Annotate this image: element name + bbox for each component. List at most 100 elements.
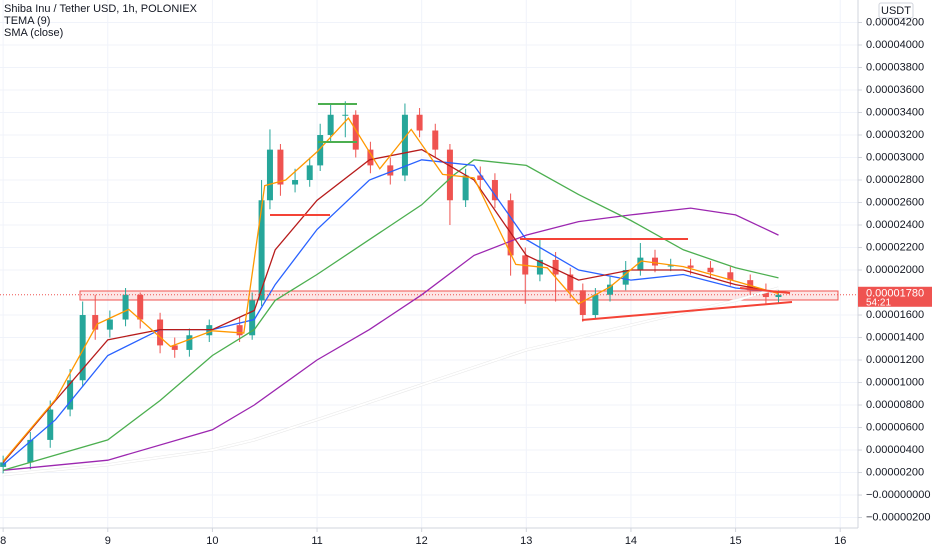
candle-body: [637, 257, 644, 271]
indicator-label: SMA (close): [4, 27, 63, 39]
candle-body: [157, 319, 164, 346]
candle-body: [607, 284, 614, 295]
candle-body: [137, 294, 144, 320]
x-tick-label: 13: [520, 535, 532, 547]
zone-box: [79, 290, 839, 301]
y-tick-label: 0.00001000: [866, 376, 924, 388]
y-tick-label: 0.00004200: [866, 16, 924, 28]
candles: [0, 101, 782, 474]
y-tick-label: −0.00000200: [866, 511, 931, 523]
indicator-line: [3, 287, 779, 476]
candle-body: [306, 165, 313, 181]
candle-body: [342, 114, 349, 116]
last-price-badge: [858, 286, 932, 307]
candle-body: [122, 294, 129, 320]
candle-body: [352, 114, 359, 150]
trend-line: [739, 287, 791, 294]
candle-body: [367, 149, 374, 166]
candle-body: [667, 265, 674, 267]
y-tick-label: 0.00003000: [866, 151, 924, 163]
candle-body: [236, 325, 243, 336]
y-tick-label: 0.00003800: [866, 61, 924, 73]
axes: 0.00004200 0.00004000 0.00003800 0.00003600…: [0, 16, 932, 547]
indicator-line: [2, 159, 779, 466]
y-tick-label: 0.00004000: [866, 39, 924, 51]
indicator-lines: [2, 117, 779, 477]
indicator-label: TEMA (9): [4, 15, 50, 27]
candle-body: [652, 257, 659, 266]
candle-body: [579, 290, 586, 316]
candle-body: [67, 380, 74, 410]
candle-body: [567, 274, 574, 291]
x-tick-label: 12: [416, 535, 428, 547]
candle-body: [79, 315, 86, 381]
indicator-line: [2, 117, 779, 462]
price-axis-bg: [858, 0, 932, 550]
y-tick-label: 0.00002800: [866, 174, 924, 186]
y-tick-label: 0.00001600: [866, 309, 924, 321]
candle-body: [775, 294, 782, 298]
indicator-line: [2, 159, 779, 471]
y-tick-label: 0.00003200: [866, 129, 924, 141]
candle-body: [317, 135, 324, 166]
candle-body: [477, 175, 484, 181]
y-tick-label: 0.00003600: [866, 84, 924, 96]
candle-body: [762, 290, 769, 298]
indicator-line: [3, 207, 779, 471]
countdown-label: 54:21: [866, 297, 891, 308]
indicator-line: [2, 148, 779, 463]
candle-body: [727, 272, 734, 281]
candle-body: [507, 200, 514, 256]
x-tick-label: 16: [834, 535, 846, 547]
y-tick-label: 0.00001200: [866, 354, 924, 366]
y-tick-label: −0.00000000: [866, 489, 931, 501]
currency-badge[interactable]: [878, 2, 914, 19]
x-tick-label: 8: [0, 535, 6, 547]
x-tick-label: 14: [625, 535, 637, 547]
candle-body: [258, 200, 265, 301]
y-tick-label: 0.00001400: [866, 331, 924, 343]
y-tick-label: 0.00002600: [866, 196, 924, 208]
candle-body: [249, 300, 256, 336]
last-price-label: 0.00001780: [866, 288, 924, 300]
y-tick-label: 0.00000200: [866, 466, 924, 478]
drawings: [270, 103, 793, 321]
candle-body: [266, 149, 273, 201]
y-tick-label: 0.00000600: [866, 421, 924, 433]
x-tick-label: 10: [206, 535, 218, 547]
candle-body: [432, 130, 439, 150]
x-tick-label: 15: [729, 535, 741, 547]
candle-body: [92, 315, 99, 330]
candle-body: [292, 180, 299, 185]
chart-title: Shiba Inu / Tether USD, 1h, POLONIEX: [4, 3, 198, 15]
candle-body: [491, 180, 498, 201]
x-tick-label: 11: [311, 535, 322, 547]
x-tick-label: 9: [105, 535, 111, 547]
candle-body: [277, 149, 284, 185]
y-tick-label: 0.00000800: [866, 399, 924, 411]
candle-body: [387, 165, 394, 176]
currency-label: USDT: [881, 5, 911, 17]
candle-body: [707, 267, 714, 273]
candle-body: [106, 319, 113, 330]
candle-body: [416, 114, 423, 131]
candle-body: [327, 114, 334, 136]
y-tick-label: 0.00003400: [866, 106, 924, 118]
grid: [0, 0, 858, 528]
candle-body: [401, 114, 408, 176]
y-tick-label: 0.00002400: [866, 219, 924, 231]
candle-body: [592, 294, 599, 316]
candle-body: [622, 270, 629, 285]
candle-body: [687, 265, 694, 268]
y-tick-label: 0.00000400: [866, 444, 924, 456]
candle-body: [27, 439, 34, 463]
candle-body: [171, 345, 178, 350]
y-tick-label: 0.00002200: [866, 241, 924, 253]
candle-body: [462, 175, 469, 201]
trend-line: [581, 301, 793, 321]
candle-body: [552, 259, 559, 275]
candle-body: [186, 335, 193, 350]
